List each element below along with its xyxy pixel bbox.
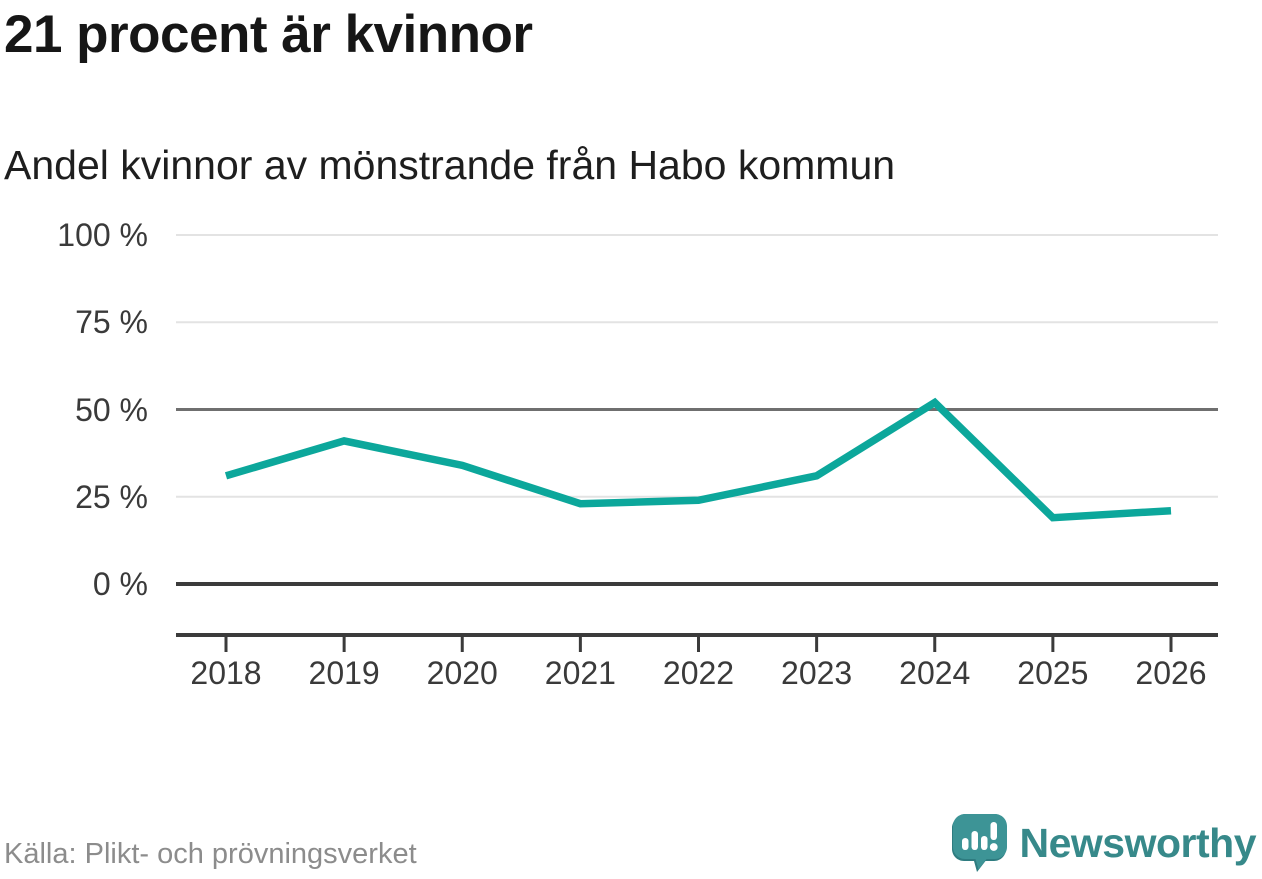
- logo-bubble: [952, 814, 1007, 870]
- y-axis-label-100: 100 %: [57, 217, 148, 253]
- y-axis-label-50: 50 %: [75, 391, 148, 428]
- newsworthy-logo-icon: [951, 814, 1007, 872]
- y-axis-label-75: 75 %: [75, 304, 148, 341]
- x-axis-label-2018: 2018: [190, 655, 262, 691]
- x-axis-label-2023: 2023: [781, 655, 853, 691]
- x-axis-label-2025: 2025: [1017, 655, 1089, 691]
- chart-subtitle: Andel kvinnor av mönstrande från Habo ko…: [4, 142, 896, 188]
- y-axis-label-25: 25 %: [75, 478, 148, 515]
- y-axis-label-0: 0 %: [92, 566, 148, 602]
- data-line-andel-kvinnor: [224, 397, 1172, 522]
- newsworthy-logo: Newsworthy: [951, 812, 1257, 874]
- x-axis-label-2021: 2021: [544, 655, 616, 691]
- source-caption: Källa: Plikt- och prövningsverket: [4, 838, 417, 870]
- logo-bars-icon: [961, 822, 998, 851]
- x-axis-label-2020: 2020: [426, 655, 498, 691]
- x-axis-label-2026: 2026: [1135, 655, 1207, 691]
- newsworthy-wordmark: Newsworthy: [1019, 819, 1257, 866]
- x-axis-label-2022: 2022: [662, 655, 735, 691]
- x-axis-label-2024: 2024: [899, 655, 971, 691]
- chart-headline: 21 procent är kvinnor: [4, 5, 533, 64]
- x-axis-label-2019: 2019: [308, 655, 380, 691]
